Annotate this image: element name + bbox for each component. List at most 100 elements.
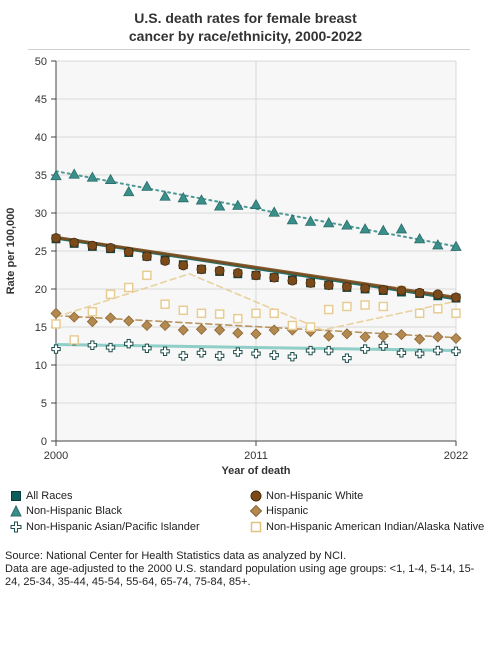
data-point-non-hispanic-black (68, 168, 80, 179)
trend-line-non-hispanic-american-indian-alaska-native (55, 272, 457, 331)
data-point-non-hispanic-american-indian-alaska-native (160, 299, 170, 309)
x-tick-label: 2011 (244, 450, 268, 462)
y-tick-label: 15 (35, 322, 47, 334)
data-point-non-hispanic-black (395, 223, 408, 234)
chart-title-line-2: cancer by race/ethnicity, 2000-2022 (128, 28, 363, 44)
data-point-non-hispanic-white (342, 281, 352, 292)
footnote: Data are age-adjusted to the 2000 U.S. s… (5, 563, 475, 588)
data-point-non-hispanic-asian-pacific-islander (269, 350, 279, 360)
data-point-hispanic (195, 323, 208, 335)
y-tick-label: 10 (35, 360, 47, 372)
data-point-non-hispanic-black (213, 200, 226, 211)
data-point-non-hispanic-american-indian-alaska-native (233, 313, 243, 324)
data-point-non-hispanic-black (286, 214, 299, 225)
data-point-non-hispanic-asian-pacific-islander (251, 348, 261, 359)
data-point-non-hispanic-american-indian-alaska-native (378, 301, 389, 312)
data-point-non-hispanic-american-indian-alaska-native (451, 308, 461, 319)
data-point-hispanic (141, 319, 153, 332)
data-point-non-hispanic-white (305, 278, 316, 288)
data-point-non-hispanic-asian-pacific-islander (287, 351, 298, 362)
data-point-non-hispanic-american-indian-alaska-native (414, 308, 425, 319)
chart-legend: All Races Non-Hispanic White Non-Hispani… (10, 490, 491, 540)
data-point-hispanic (268, 324, 280, 336)
data-point-non-hispanic-asian-pacific-islander (451, 346, 461, 357)
data-point-non-hispanic-white (123, 246, 134, 257)
data-point-non-hispanic-white (451, 292, 461, 303)
data-point-non-hispanic-white (232, 268, 243, 278)
data-point-non-hispanic-white (396, 285, 407, 296)
data-point-non-hispanic-american-indian-alaska-native (342, 301, 352, 312)
data-point-hispanic (159, 319, 171, 332)
data-point-non-hispanic-asian-pacific-islander (105, 342, 116, 353)
data-point-non-hispanic-american-indian-alaska-native (69, 335, 79, 345)
data-point-hispanic (432, 331, 444, 343)
legend-marker-american-indian-alaska-native-icon (250, 521, 262, 533)
data-point-non-hispanic-black (341, 219, 353, 230)
data-point-non-hispanic-american-indian-alaska-native (323, 304, 334, 315)
data-point-non-hispanic-american-indian-alaska-native (305, 322, 316, 332)
data-point-non-hispanic-white (51, 233, 61, 243)
data-point-hispanic (123, 315, 135, 327)
data-point-non-hispanic-black (195, 194, 208, 205)
data-point-non-hispanic-asian-pacific-islander (342, 353, 352, 363)
data-point-non-hispanic-american-indian-alaska-native (214, 309, 225, 319)
y-tick-label: 25 (35, 246, 47, 258)
x-tick-label: 2022 (444, 450, 468, 462)
data-point-non-hispanic-black (268, 206, 280, 217)
data-point-non-hispanic-american-indian-alaska-native (142, 270, 152, 281)
data-point-non-hispanic-white (142, 251, 152, 262)
data-point-non-hispanic-american-indian-alaska-native (433, 304, 443, 314)
data-point-hispanic (232, 327, 244, 339)
legend-label-non-hispanic-black: Non-Hispanic Black (26, 505, 122, 517)
legend-label-all-races: All Races (26, 490, 73, 502)
data-point-non-hispanic-asian-pacific-islander (51, 344, 61, 354)
data-point-non-hispanic-american-indian-alaska-native (269, 308, 279, 319)
data-point-non-hispanic-black (359, 223, 371, 234)
data-point-non-hispanic-black (250, 198, 262, 210)
data-point-non-hispanic-white (378, 284, 389, 295)
y-tick-label: 35 (35, 170, 47, 182)
data-point-non-hispanic-american-indian-alaska-native (178, 305, 189, 316)
data-point-non-hispanic-white (69, 237, 80, 248)
trend-line-non-hispanic-white (54, 235, 458, 299)
data-point-non-hispanic-black (159, 190, 171, 201)
data-point-non-hispanic-white (287, 275, 298, 286)
data-point-non-hispanic-black (304, 215, 317, 226)
y-tick-label: 50 (35, 56, 47, 68)
legend-marker-asian-pacific-islander-icon (10, 521, 22, 533)
data-point-non-hispanic-white (178, 260, 189, 271)
trend-line-hispanic (55, 314, 457, 339)
data-point-non-hispanic-american-indian-alaska-native (123, 282, 134, 293)
data-point-non-hispanic-black (50, 169, 62, 181)
data-point-non-hispanic-white (323, 280, 334, 291)
legend-item-non-hispanic-black: Non-Hispanic Black (10, 505, 122, 517)
data-point-non-hispanic-asian-pacific-islander (305, 345, 316, 356)
data-point-hispanic (359, 331, 371, 343)
chart-canvas: 0 5 10 15 20 25 30 35 40 45 50 2000 2011 2022 Year of … (5, 56, 468, 477)
y-tick-label: 20 (35, 284, 47, 296)
data-point-non-hispanic-american-indian-alaska-native (251, 308, 261, 319)
legend-marker-hispanic-icon (250, 505, 262, 517)
data-point-non-hispanic-black (323, 217, 335, 228)
data-point-non-hispanic-asian-pacific-islander (433, 345, 443, 356)
data-point-hispanic (68, 311, 80, 323)
y-tick-label: 0 (41, 436, 47, 448)
data-point-non-hispanic-black (450, 240, 462, 251)
data-point-non-hispanic-black (104, 173, 117, 184)
y-tick-label: 30 (35, 208, 47, 220)
chart-title: U.S. death rates for female breast cance… (0, 9, 491, 45)
data-point-non-hispanic-asian-pacific-islander (414, 348, 425, 359)
data-point-non-hispanic-black (377, 224, 389, 235)
data-point-non-hispanic-black (177, 191, 189, 203)
legend-item-hispanic: Hispanic (250, 505, 308, 517)
data-point-non-hispanic-asian-pacific-islander (233, 347, 243, 357)
trend-line-non-hispanic-asian-pacific-islander (54, 342, 458, 353)
data-point-hispanic (395, 329, 408, 341)
data-point-non-hispanic-asian-pacific-islander (324, 345, 334, 356)
data-point-non-hispanic-american-indian-alaska-native (196, 308, 207, 319)
data-point-non-hispanic-white (269, 272, 280, 283)
data-point-hispanic (250, 328, 262, 340)
legend-label-american-indian-alaska-native: Non-Hispanic American Indian/Alaska Nati… (266, 521, 485, 533)
legend-label-hispanic: Hispanic (266, 505, 309, 517)
data-point-non-hispanic-asian-pacific-islander (142, 343, 152, 353)
